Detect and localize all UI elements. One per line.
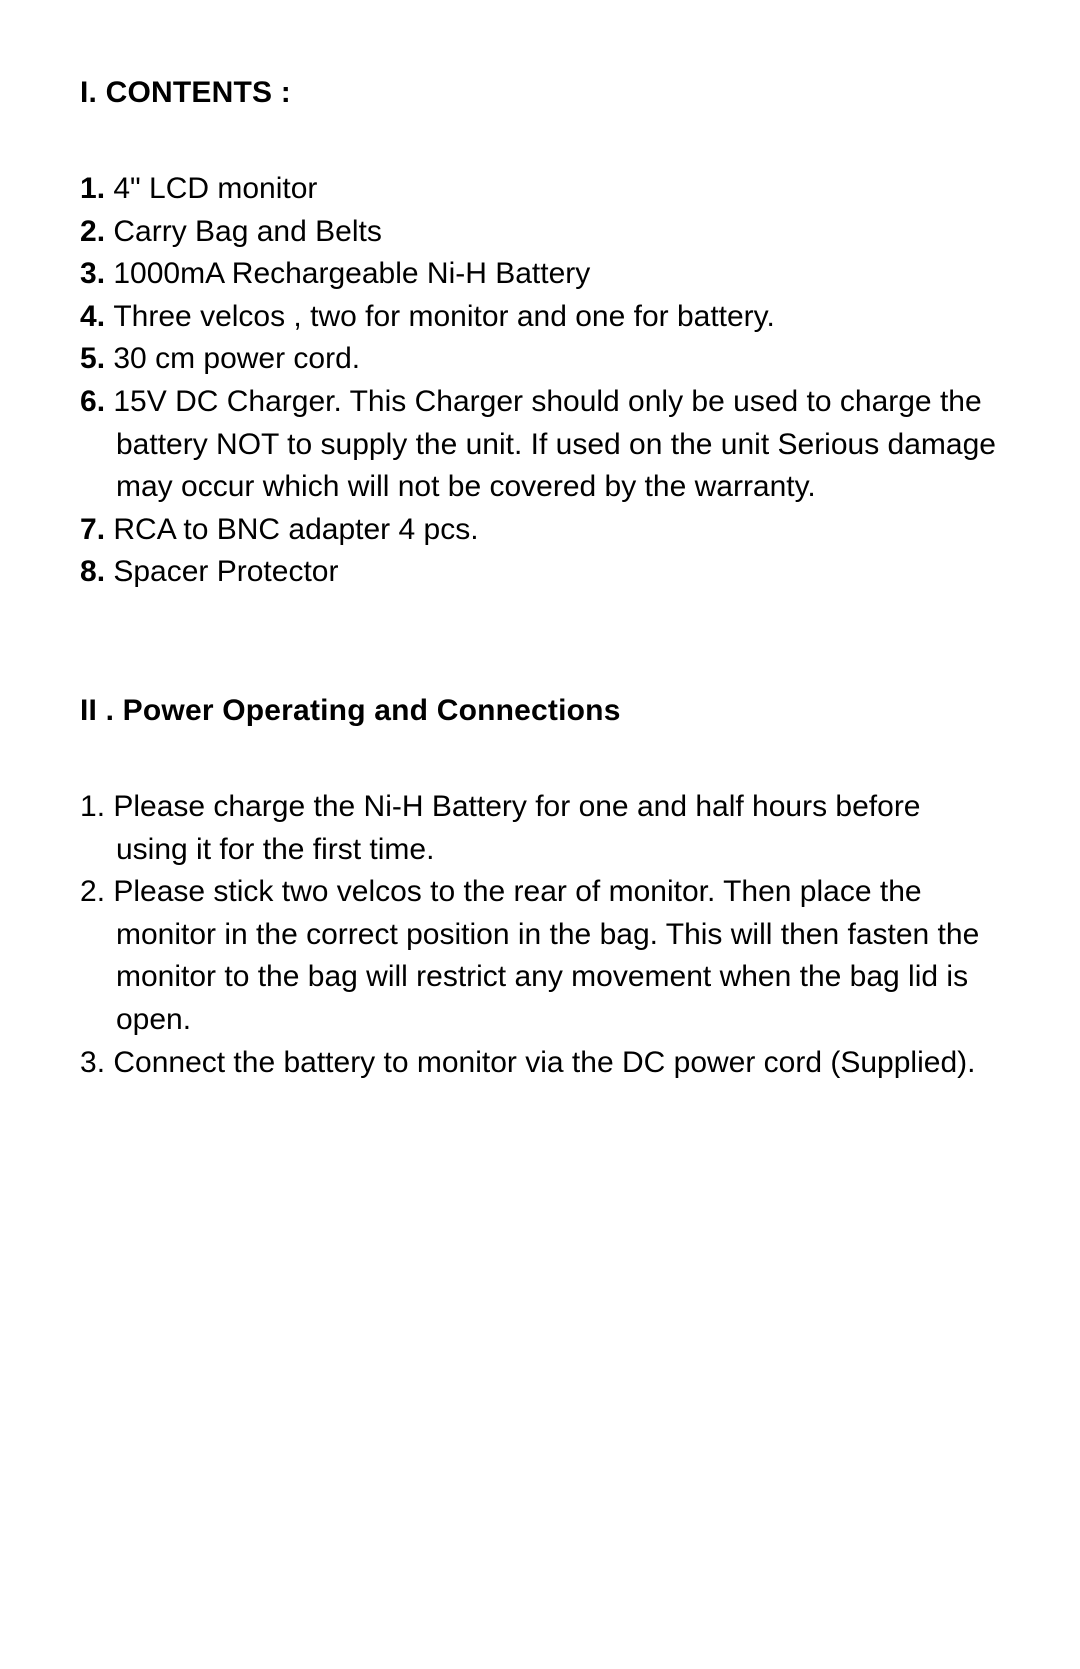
section-1-heading: I. CONTENTS :	[80, 76, 1000, 110]
contents-item: 4" LCD monitor	[80, 168, 1000, 211]
power-operating-list: Please charge the Ni-H Battery for one a…	[80, 786, 1000, 1084]
power-item: Connect the battery to monitor via the D…	[80, 1042, 1000, 1085]
contents-item: Three velcos , two for monitor and one f…	[80, 296, 1000, 339]
contents-item: Carry Bag and Belts	[80, 211, 1000, 254]
section-2-heading: II . Power Operating and Connections	[80, 694, 1000, 728]
contents-item: RCA to BNC adapter 4 pcs.	[80, 509, 1000, 552]
contents-item: Spacer Protector	[80, 551, 1000, 594]
contents-item: 30 cm power cord.	[80, 338, 1000, 381]
contents-item: 15V DC Charger. This Charger should only…	[80, 381, 1000, 509]
power-item: Please charge the Ni-H Battery for one a…	[80, 786, 1000, 871]
contents-list: 4" LCD monitor Carry Bag and Belts 1000m…	[80, 168, 1000, 594]
power-item: Please stick two velcos to the rear of m…	[80, 871, 1000, 1041]
contents-item: 1000mA Rechargeable Ni-H Battery	[80, 253, 1000, 296]
document-page: I. CONTENTS : 4" LCD monitor Carry Bag a…	[0, 0, 1080, 1669]
section-spacer	[80, 594, 1000, 694]
